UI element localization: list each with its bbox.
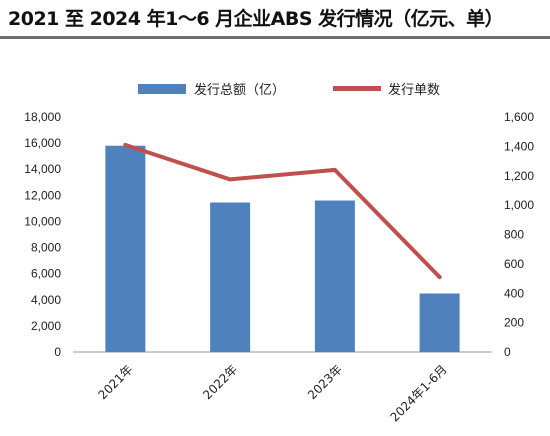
- y-right-tick-label: 0: [504, 345, 511, 359]
- chart-title: 2021 至 2024 年1～6 月企业ABS 发行情况（亿元、单）: [8, 8, 504, 30]
- bar: [419, 293, 460, 352]
- y-right-tick-label: 1,000: [504, 198, 534, 212]
- legend-label-line: 发行单数: [388, 82, 440, 98]
- y-left-tick-label: 16,000: [24, 136, 61, 150]
- title-divider: [0, 36, 550, 39]
- bar: [105, 145, 146, 352]
- y-left-tick-label: 8,000: [31, 241, 61, 255]
- line-point: [437, 275, 442, 280]
- y-right-tick-label: 400: [504, 286, 524, 300]
- y-right-tick-label: 200: [504, 316, 524, 330]
- y-right-tick-label: 800: [504, 228, 524, 242]
- y-left-tick-label: 6,000: [31, 267, 61, 281]
- legend-swatch-bar: [138, 84, 186, 94]
- y-left-tick-label: 4,000: [31, 293, 61, 307]
- line-point: [123, 142, 128, 147]
- y-right-tick-label: 1,600: [504, 110, 534, 124]
- axes: 0 2,000 4,000 6,000 8,000 10,000 12,000 14,000 1…: [24, 110, 534, 359]
- bar: [210, 202, 251, 352]
- bar: [314, 200, 355, 352]
- legend: 发行总额（亿） 发行单数: [138, 82, 440, 98]
- y-left-tick-label: 2,000: [31, 319, 61, 333]
- series-line: [123, 142, 442, 280]
- y-right-tick-label: 1,200: [504, 169, 534, 183]
- x-axis-ticks: 2021年 2022年 2023年 2024年1-6月: [96, 362, 450, 424]
- line-series: [123, 142, 442, 280]
- y-left-tick-label: 10,000: [24, 214, 61, 228]
- y-left-tick-label: 18,000: [24, 110, 61, 124]
- bar-series: [105, 145, 460, 352]
- y-left-tick-label: 0: [54, 345, 61, 359]
- y-left-tick-label: 12,000: [24, 188, 61, 202]
- line-point: [332, 167, 337, 172]
- legend-label-bar: 发行总额（亿）: [194, 82, 285, 98]
- y-right-tick-label: 1,400: [504, 139, 534, 153]
- legend-swatch-line: [333, 86, 381, 91]
- x-tick-label: 2024年1-6月: [387, 362, 449, 424]
- x-tick-label: 2021年: [96, 362, 136, 402]
- x-tick-label: 2022年: [200, 362, 240, 402]
- y-left-tick-label: 14,000: [24, 162, 61, 176]
- x-tick-label: 2023年: [305, 362, 345, 402]
- line-point: [228, 177, 233, 182]
- y-right-tick-label: 600: [504, 257, 524, 271]
